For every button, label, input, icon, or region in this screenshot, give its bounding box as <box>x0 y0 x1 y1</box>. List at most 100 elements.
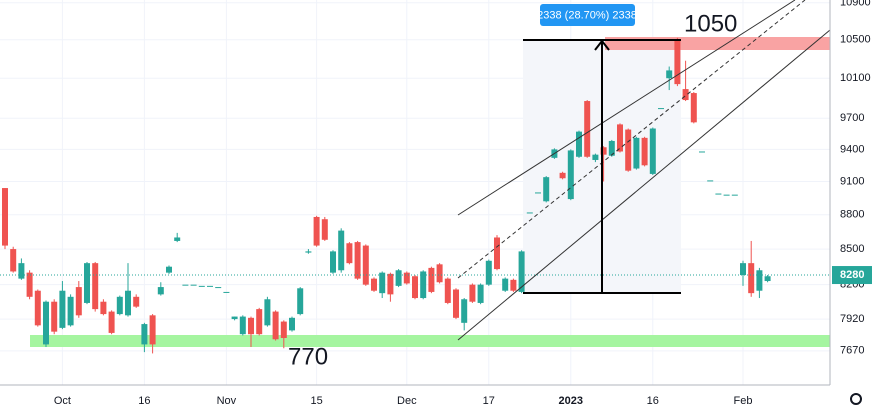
y-tick-label: 7670 <box>840 345 864 357</box>
candle-body <box>682 89 689 101</box>
candle-body <box>92 263 99 310</box>
candle-body <box>403 272 410 284</box>
candle-body <box>658 108 664 110</box>
candle-body <box>207 285 213 287</box>
candle-body <box>756 270 763 291</box>
candle-body <box>305 251 312 253</box>
y-tick-label: 9100 <box>840 175 864 187</box>
candle-body <box>59 290 66 328</box>
annotation-low: 770 <box>288 343 328 370</box>
candle-body <box>116 296 123 315</box>
x-tick-label: 17 <box>483 395 495 407</box>
candle-body <box>559 172 566 179</box>
x-tick-label: Oct <box>54 395 71 407</box>
candle-body <box>108 311 115 333</box>
candle-body <box>362 245 369 285</box>
candle-body <box>34 290 41 326</box>
candle-body <box>125 290 131 316</box>
candle-body <box>600 147 607 155</box>
candles <box>0 37 830 354</box>
candle-body <box>141 324 148 345</box>
last-price-box <box>832 266 872 285</box>
candle-body <box>502 278 509 291</box>
candle-body <box>576 131 582 157</box>
candle-body <box>67 296 74 326</box>
candle-body <box>174 237 181 241</box>
candle-body <box>256 309 263 335</box>
channel-lower <box>457 29 831 341</box>
candle-body <box>444 278 451 303</box>
x-tick-label: Dec <box>397 395 417 407</box>
candle-body <box>649 128 656 174</box>
x-tick-label: 16 <box>138 395 150 407</box>
candle-body <box>535 192 541 194</box>
grid <box>0 0 830 385</box>
candle-body <box>494 237 500 270</box>
candle-body <box>280 321 287 339</box>
annotation-high: 1050 <box>684 10 737 37</box>
candle-body <box>633 137 640 169</box>
candle-body <box>477 284 484 303</box>
y-tick-label: 9400 <box>840 143 864 155</box>
measure-label: 2338 (28.70%) 2338 <box>537 9 637 21</box>
resistance-zone <box>605 37 830 50</box>
y-tick-label: 7920 <box>840 313 864 325</box>
candle-body <box>543 177 550 202</box>
candle-body <box>436 264 443 283</box>
candle-body <box>510 279 517 291</box>
candle-body <box>617 124 623 152</box>
candle-body <box>313 216 320 246</box>
candle-body <box>272 311 279 340</box>
candle-body <box>354 242 361 279</box>
y-tick-label: 9700 <box>840 112 864 124</box>
candle-body <box>51 301 58 332</box>
candle-body <box>239 316 246 335</box>
candle-body <box>248 317 254 335</box>
candle-body <box>10 249 17 272</box>
candle-body <box>231 316 238 320</box>
candle-body <box>485 260 492 285</box>
candle-body <box>133 296 140 307</box>
candle-body <box>297 288 304 315</box>
y-tick-label: 8800 <box>840 209 864 221</box>
settings-icon[interactable] <box>850 393 862 405</box>
candle-body <box>764 276 771 282</box>
candle-body <box>674 39 681 85</box>
measure-arrowhead <box>594 39 610 51</box>
x-tick-label: 2023 <box>559 395 583 407</box>
candle-body <box>223 291 230 293</box>
candle-body <box>453 289 459 318</box>
candle-body <box>723 194 730 196</box>
x-tick-label: Nov <box>217 395 237 407</box>
candle-body <box>338 230 345 271</box>
settings-gear[interactable] <box>850 393 862 405</box>
candle-body <box>43 301 49 345</box>
candle-body <box>584 101 591 157</box>
candle-body <box>330 251 336 273</box>
candle-body <box>26 272 33 297</box>
candle-body <box>75 287 82 316</box>
candle-body <box>166 266 172 273</box>
candle-body <box>379 272 386 294</box>
candle-body <box>412 276 418 299</box>
y-tick-label: 10900 <box>840 0 871 9</box>
candle-body <box>428 267 435 292</box>
candle-body <box>149 315 156 345</box>
candle-body <box>731 194 738 196</box>
last-price-label: 8280 <box>840 269 864 281</box>
candle-body <box>740 263 746 276</box>
candle-body <box>469 284 476 302</box>
candle-body <box>699 151 705 153</box>
candle-body <box>625 129 632 171</box>
candle-body <box>18 263 25 279</box>
candle-body <box>321 219 328 240</box>
y-tick-label: 10100 <box>840 72 871 84</box>
y-tick-label: 10500 <box>840 34 871 46</box>
candle-body <box>100 301 107 315</box>
candle-body <box>666 70 673 79</box>
candle-body <box>592 154 599 160</box>
candle-body <box>518 251 525 292</box>
candle-body <box>395 270 402 286</box>
candle-body <box>289 317 295 331</box>
